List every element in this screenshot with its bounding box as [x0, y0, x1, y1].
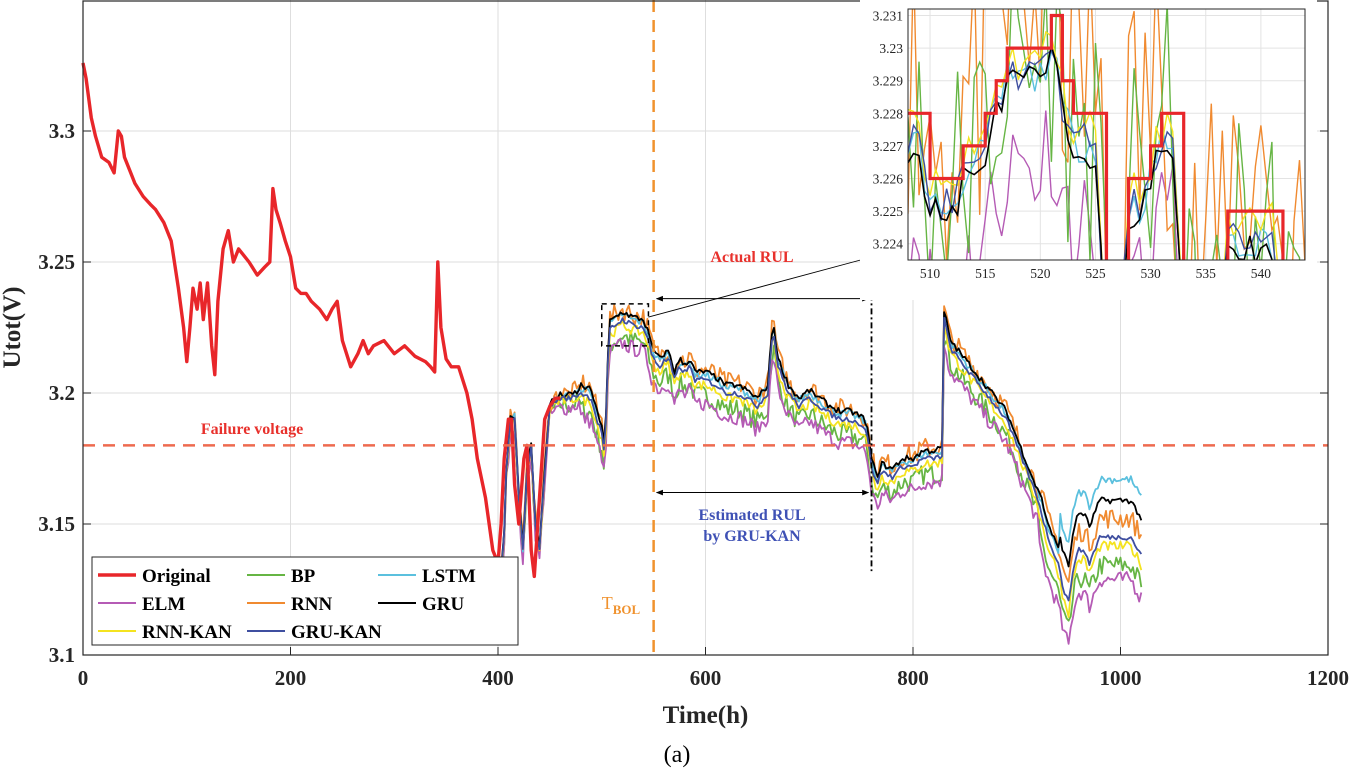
inset-x-tick-label: 510: [920, 266, 941, 281]
figure-caption: (a): [664, 742, 691, 768]
inset-y-tick-label: 3.226: [873, 172, 904, 187]
inset-x-tick-label: 535: [1196, 266, 1217, 281]
x-tick-label: 400: [482, 666, 514, 690]
series-line-elm: [497, 338, 1143, 645]
legend-label-elm: ELM: [142, 594, 185, 615]
inset-line-rnn-kan: [908, 30, 1278, 260]
y-tick-label: 3.15: [38, 512, 75, 536]
inset-series-lines: [908, 9, 1305, 260]
inset-line-lstm: [908, 50, 1273, 260]
inset-y-tick-label: 3.228: [873, 106, 904, 121]
legend-label-lstm: LSTM: [422, 566, 476, 587]
y-tick-label: 3.25: [38, 250, 75, 274]
x-tick-label: 200: [275, 666, 307, 690]
inset-connector-arrow: [648, 257, 869, 318]
inset-line-original: [908, 13, 1285, 260]
inset-x-tick-label: 515: [975, 266, 996, 281]
series-line-gru-kan: [497, 316, 1143, 602]
inset-zoom-plot: 510 515 520 525 530 535 540 3.224 3.225 3.226 3.22…: [860, 0, 1317, 300]
main-overlays: [83, 0, 1328, 655]
y-axis-title: Utot(V): [0, 287, 26, 369]
x-axis-title: Time(h): [663, 702, 749, 729]
inset-x-tick-label: 530: [1140, 266, 1161, 281]
series-line-gru: [497, 311, 1143, 568]
x-tick-label: 1000: [1100, 666, 1142, 690]
t-bol-label: TBOL: [602, 593, 641, 617]
inset-x-tick-label: 525: [1085, 266, 1106, 281]
inset-y-tick-label: 3.224: [873, 237, 904, 252]
main-ticks: 0 200 400 600 800 1000 1200 3.1 3.15 3.2 3.25 3.3: [38, 119, 1349, 690]
legend-label-rnn: RNN: [291, 594, 332, 615]
estimated-rul-label-line1: Estimated RUL: [698, 507, 805, 524]
legend-label-original: Original: [142, 566, 211, 587]
legend-label-rnn-kan: RNN-KAN: [142, 622, 232, 643]
t-bol-main: T: [602, 593, 613, 613]
t-bol-subscript: BOL: [613, 602, 641, 617]
y-tick-label: 3.3: [49, 119, 75, 143]
inset-y-tick-label: 3.225: [873, 204, 904, 219]
inset-y-tick-label: 3.23: [879, 41, 903, 56]
failure-voltage-label: Failure voltage: [201, 421, 303, 438]
legend-label-bp: BP: [291, 566, 316, 587]
main-series-lines: [81, 62, 1143, 645]
x-tick-label: 1200: [1307, 666, 1349, 690]
series-line-original: [81, 62, 561, 579]
estimated-rul-label-line2: by GRU-KAN: [703, 528, 801, 545]
y-tick-label: 3.2: [49, 381, 75, 405]
inset-line-gru: [908, 45, 1273, 260]
x-tick-label: 800: [897, 666, 929, 690]
legend-label-gru: GRU: [422, 594, 465, 615]
y-tick-label: 3.1: [49, 643, 75, 667]
x-tick-label: 0: [78, 666, 89, 690]
inset-frame: [907, 8, 1306, 261]
actual-rul-label: Actual RUL: [710, 249, 793, 266]
inset-x-tick-label: 520: [1030, 266, 1051, 281]
zoom-region-box: [601, 303, 650, 347]
legend-box: [91, 556, 519, 646]
inset-x-tick-label: 540: [1251, 266, 1272, 281]
inset-y-tick-label: 3.227: [873, 139, 904, 154]
legend-label-gru-kan: GRU-KAN: [291, 622, 382, 643]
inset-y-tick-label: 3.231: [873, 9, 903, 24]
legend: Original BP LSTM ELM RNN GRU RNN-KAN GRU-KAN: [91, 556, 519, 646]
x-tick-label: 600: [690, 666, 722, 690]
inset-line-rnn: [908, 9, 1305, 260]
inset-line-gru-kan: [908, 49, 1276, 260]
inset-y-tick-label: 3.229: [873, 74, 904, 89]
series-line-bp: [497, 330, 1143, 622]
